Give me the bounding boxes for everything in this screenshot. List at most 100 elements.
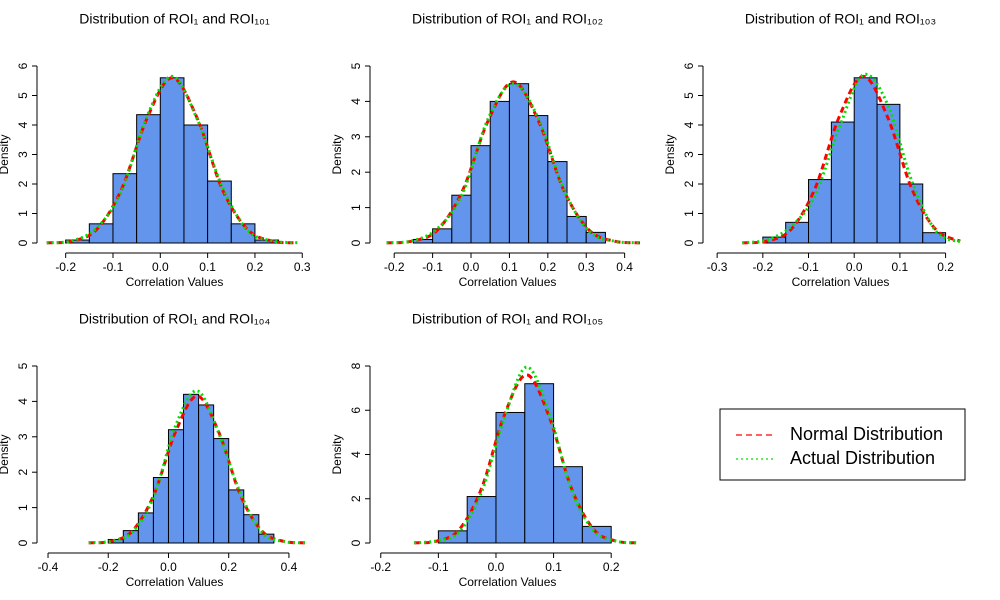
- x-axis-label: Correlation Values: [126, 575, 224, 589]
- x-tick-label: -0.2: [98, 560, 119, 574]
- bar: [466, 496, 497, 544]
- x-axis-label: Correlation Values: [792, 275, 890, 289]
- y-tick-label: 4: [16, 121, 30, 128]
- y-tick-label: 4: [349, 451, 363, 458]
- x-tick-label: 0.1: [545, 560, 562, 574]
- x-tick-label: 0.4: [616, 260, 633, 274]
- y-tick-label: 5: [682, 92, 696, 99]
- x-tick-label: 0.3: [294, 260, 311, 274]
- x-tick-label: 0.0: [846, 260, 863, 274]
- x-tick-label: 0.4: [281, 560, 298, 574]
- x-tick-label: -0.1: [103, 260, 124, 274]
- x-axis-label: Correlation Values: [459, 575, 557, 589]
- y-axis-label: Density: [330, 434, 344, 474]
- x-tick-label: 0.1: [501, 260, 518, 274]
- x-tick-label: -0.2: [55, 260, 76, 274]
- y-tick-label: 3: [349, 133, 363, 140]
- bar: [152, 477, 169, 544]
- chart-title: Distribution of ROI₁ and ROI₁₀₃: [745, 11, 936, 27]
- bar: [808, 179, 832, 244]
- legend-label: Actual Distribution: [790, 448, 935, 468]
- x-tick-label: 0.2: [220, 560, 237, 574]
- y-tick-label: 4: [16, 398, 30, 405]
- x-tick-label: 0.0: [488, 560, 505, 574]
- x-tick-label: -0.3: [707, 260, 728, 274]
- x-tick-label: 0.0: [463, 260, 480, 274]
- y-tick-label: 6: [16, 62, 30, 69]
- bar: [489, 100, 510, 244]
- x-tick-label: 0.2: [603, 560, 620, 574]
- y-tick-label: 2: [349, 495, 363, 502]
- bar: [88, 223, 114, 244]
- x-axis-label: Correlation Values: [459, 275, 557, 289]
- x-tick-label: -0.4: [38, 560, 59, 574]
- y-tick-label: 5: [16, 362, 30, 369]
- x-tick-label: -0.1: [798, 260, 819, 274]
- legend-box: [719, 408, 966, 481]
- bar: [495, 411, 526, 544]
- bar: [547, 161, 568, 244]
- chart-title: Distribution of ROI₁ and ROI₁₀₄: [79, 311, 271, 327]
- y-tick-label: 6: [682, 62, 696, 69]
- bar: [508, 83, 530, 244]
- y-tick-label: 0: [682, 239, 696, 246]
- x-tick-label: 0.2: [247, 260, 264, 274]
- y-axis-label: Density: [0, 434, 11, 474]
- y-tick-label: 2: [16, 180, 30, 187]
- y-tick-label: 1: [16, 504, 30, 511]
- x-tick-label: -0.1: [422, 260, 443, 274]
- bar: [553, 466, 583, 544]
- x-tick-label: 0.2: [937, 260, 954, 274]
- y-axis-label: Density: [663, 134, 677, 174]
- y-tick-label: 6: [349, 407, 363, 414]
- bar: [159, 77, 185, 244]
- density-curve: [414, 365, 639, 545]
- y-tick-label: 0: [16, 539, 30, 546]
- y-tick-label: 4: [682, 121, 696, 128]
- y-tick-label: 5: [16, 92, 30, 99]
- bar: [136, 114, 161, 244]
- bar: [198, 404, 215, 544]
- y-axis-label: Density: [330, 134, 344, 174]
- legend-label: Normal Distribution: [790, 424, 943, 444]
- y-tick-label: 1: [16, 210, 30, 217]
- y-tick-label: 4: [349, 98, 363, 105]
- bar: [785, 221, 810, 244]
- bar: [853, 77, 878, 244]
- density-curve: [386, 82, 641, 245]
- bar: [183, 124, 209, 244]
- y-tick-label: 0: [16, 239, 30, 246]
- x-tick-label: 0.2: [539, 260, 556, 274]
- y-tick-label: 1: [682, 210, 696, 217]
- bar: [566, 215, 587, 244]
- y-tick-label: 8: [349, 362, 363, 369]
- y-tick-label: 0: [349, 539, 363, 546]
- y-tick-label: 2: [682, 180, 696, 187]
- x-tick-label: -0.2: [752, 260, 773, 274]
- chart-title: Distribution of ROI₁ and ROI₁₀₂: [412, 11, 603, 27]
- bar: [437, 530, 468, 544]
- bar: [524, 383, 555, 544]
- y-axis-label: Density: [0, 134, 11, 174]
- y-tick-label: 1: [349, 204, 363, 211]
- bar: [899, 183, 924, 244]
- x-tick-label: -0.2: [384, 260, 405, 274]
- bar: [451, 194, 472, 244]
- bar: [183, 393, 200, 544]
- x-tick-label: 0.1: [892, 260, 909, 274]
- x-tick-label: -0.2: [370, 560, 391, 574]
- y-tick-label: 2: [349, 169, 363, 176]
- x-tick-label: 0.1: [199, 260, 216, 274]
- bar: [207, 180, 232, 244]
- density-curve: [46, 74, 298, 245]
- chart-title: Distribution of ROI₁ and ROI₁₀₁: [79, 11, 270, 27]
- chart-title: Distribution of ROI₁ and ROI₁₀₅: [412, 311, 603, 327]
- y-tick-label: 3: [16, 151, 30, 158]
- x-tick-label: 0.0: [160, 560, 177, 574]
- bar: [167, 429, 185, 544]
- x-axis-label: Correlation Values: [126, 275, 224, 289]
- y-tick-label: 0: [349, 239, 363, 246]
- x-tick-label: -0.1: [428, 560, 449, 574]
- y-tick-label: 3: [682, 151, 696, 158]
